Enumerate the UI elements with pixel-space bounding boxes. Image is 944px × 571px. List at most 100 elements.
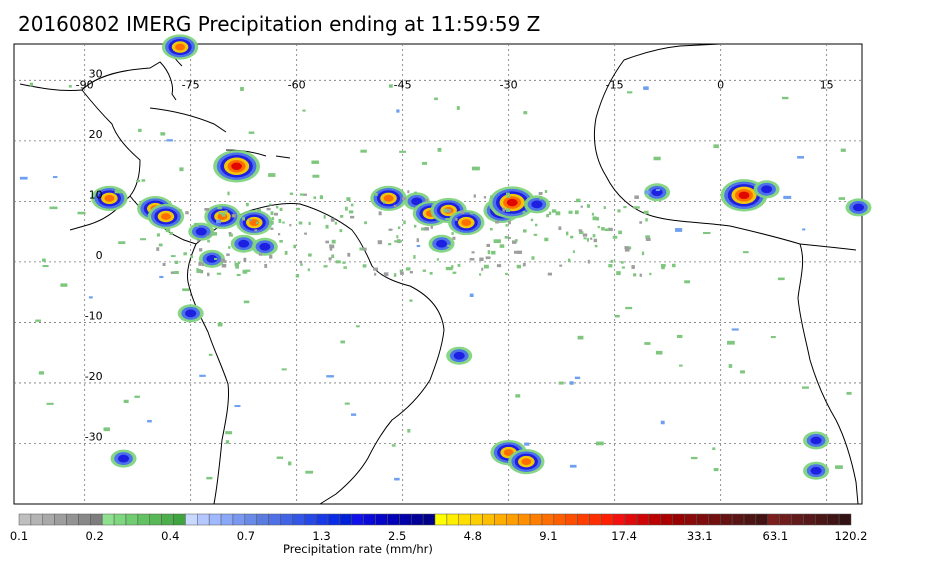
precip-cell: [370, 185, 407, 211]
precip-cell: [236, 209, 273, 236]
precip-speckle: [597, 225, 600, 229]
precip-speckle: [329, 246, 333, 251]
precip-speckle: [170, 255, 176, 258]
precip-speckle: [196, 269, 202, 273]
precip-speckle: [397, 226, 401, 229]
precip-speckle: [595, 441, 604, 446]
precip-speckle: [445, 266, 453, 271]
precip-speckle: [506, 192, 510, 196]
precip-speckle: [185, 211, 189, 215]
precip-speckle: [325, 224, 329, 229]
precip-speckle: [268, 173, 276, 177]
precip-speckle: [162, 262, 166, 266]
lon-tick-label: 15: [820, 78, 834, 91]
precip-speckle: [586, 204, 591, 208]
precip-contour: [231, 162, 243, 171]
precip-speckle: [279, 207, 283, 212]
precip-cell: [508, 449, 545, 475]
precip-speckle: [483, 196, 487, 199]
precip-speckle: [505, 224, 508, 227]
precipitation-field: [19, 34, 872, 481]
precip-speckle: [582, 233, 588, 237]
precip-speckle: [544, 237, 549, 242]
precip-speckle: [355, 325, 360, 328]
precip-speckle: [610, 259, 614, 263]
lon-tick-label: -90: [76, 78, 94, 91]
precip-speckle: [469, 258, 475, 261]
precip-speckle: [452, 236, 456, 240]
lon-tick-label: -60: [288, 78, 306, 91]
lat-tick-label: 20: [89, 128, 103, 141]
precip-speckle: [288, 461, 292, 466]
precip-speckle: [470, 210, 473, 215]
precip-speckle: [323, 265, 328, 268]
precip-speckle: [572, 250, 575, 254]
precip-speckle: [576, 198, 581, 203]
precip-speckle: [335, 260, 341, 264]
precip-speckle: [740, 370, 745, 374]
precip-speckle: [402, 197, 407, 201]
precip-speckle: [655, 189, 661, 192]
precip-speckle: [383, 200, 386, 204]
precip-speckle: [645, 218, 648, 222]
precip-speckle: [727, 340, 735, 345]
precip-speckle: [296, 207, 301, 210]
precip-speckle: [421, 227, 426, 231]
precip-speckle: [421, 161, 428, 165]
precip-speckle: [276, 456, 284, 459]
precip-speckle: [639, 273, 642, 277]
precip-speckle: [731, 328, 739, 331]
precip-speckle: [351, 413, 357, 416]
precip-contour: [435, 239, 448, 248]
precip-speckle: [289, 192, 294, 195]
precip-speckle: [169, 231, 173, 235]
precip-speckle: [643, 210, 649, 215]
precip-speckle: [165, 228, 171, 233]
precip-speckle: [325, 240, 330, 244]
precip-speckle: [68, 85, 72, 88]
precip-speckle: [220, 258, 226, 263]
precip-speckle: [504, 236, 509, 239]
precip-speckle: [617, 209, 621, 213]
precip-speckle: [616, 271, 621, 276]
precip-contour: [531, 200, 543, 209]
precip-speckle: [160, 132, 166, 136]
precip-speckle: [511, 240, 517, 244]
precip-speckle: [228, 231, 232, 235]
precip-speckle: [523, 111, 528, 115]
precip-speckle: [270, 211, 274, 216]
precip-contour: [506, 198, 518, 207]
precip-speckle: [424, 227, 430, 231]
precip-speckle: [375, 193, 378, 196]
precip-speckle: [312, 174, 320, 178]
precip-speckle: [473, 194, 476, 198]
precip-speckle: [437, 147, 442, 152]
precip-contour: [195, 227, 207, 236]
precip-speckle: [479, 257, 484, 261]
precip-speckle: [388, 243, 392, 246]
precip-speckle: [457, 263, 461, 267]
precip-speckle: [400, 271, 404, 275]
precip-speckle: [340, 214, 344, 218]
precip-speckle: [311, 160, 320, 164]
precip-speckle: [289, 223, 292, 227]
precip-speckle: [240, 87, 244, 91]
precip-speckle: [339, 229, 343, 233]
precip-speckle: [770, 335, 776, 339]
precip-speckle: [483, 264, 489, 269]
precip-speckle: [248, 131, 255, 134]
precip-speckle: [783, 195, 792, 199]
precip-speckle: [643, 86, 649, 90]
lat-tick-label: 10: [89, 188, 103, 201]
precip-speckle: [620, 261, 624, 264]
precip-speckle: [256, 208, 261, 212]
precip-speckle: [634, 195, 639, 199]
precip-cell: [448, 209, 485, 236]
precip-speckle: [517, 250, 523, 254]
precip-speckle: [416, 244, 421, 248]
precip-speckle: [593, 238, 598, 243]
precip-contour: [104, 194, 115, 202]
precip-contour: [503, 449, 514, 456]
precip-speckle: [275, 205, 279, 209]
precip-speckle: [103, 427, 110, 432]
